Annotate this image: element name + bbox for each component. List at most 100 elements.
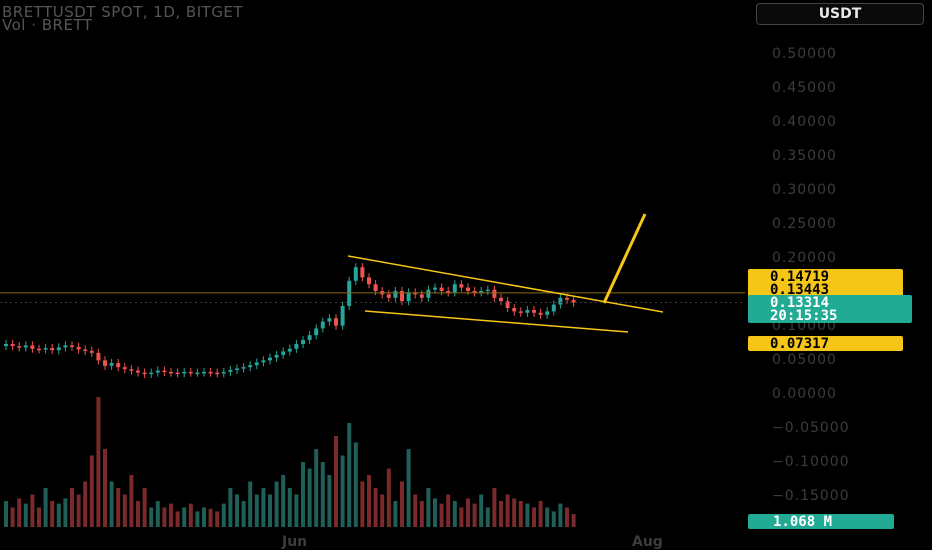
candle-body (4, 344, 8, 347)
candle-body (393, 291, 398, 298)
candle-body (472, 291, 477, 293)
candle-body (558, 297, 563, 305)
volume-bar (505, 494, 510, 527)
candle-body (307, 335, 312, 340)
candle-body (545, 311, 550, 315)
candle-body (17, 346, 22, 348)
candle-body (518, 311, 523, 313)
volume-bar (538, 501, 543, 527)
volume-bar (459, 507, 464, 527)
candle-body (248, 365, 253, 368)
volume-bar (360, 481, 365, 527)
volume-bar (274, 481, 279, 527)
currency-button[interactable]: USDT (756, 3, 924, 25)
volume-bar (261, 488, 266, 527)
y-tick-label: 0.35000 (772, 148, 837, 164)
volume-bar (413, 494, 418, 527)
volume-bar (43, 488, 48, 527)
volume-bar (221, 503, 226, 527)
candle-body (228, 369, 233, 372)
candle-body (188, 371, 193, 374)
volume-bar (202, 507, 206, 527)
candle-body (116, 363, 121, 368)
candle-body (149, 372, 154, 375)
volume-bar (393, 501, 398, 527)
trendline-drawings[interactable] (0, 213, 745, 333)
volume-bar (426, 488, 431, 527)
candle-body (136, 370, 140, 373)
candle-body (485, 289, 490, 292)
volume-bar (367, 475, 371, 527)
volume-bar (347, 423, 352, 527)
y-tick-label: 0.20000 (772, 250, 837, 266)
y-tick-label: −0.10000 (772, 454, 850, 470)
candle-body (360, 267, 365, 278)
volume-bar (188, 503, 193, 527)
price-tag-box (748, 295, 912, 310)
candle-body (340, 305, 345, 326)
price-tag-label: 0.14719 (770, 269, 829, 285)
candle-body (426, 289, 431, 298)
candle-body (367, 277, 371, 285)
volume-bar (83, 481, 88, 527)
volume-bar (116, 488, 121, 527)
volume-bar (182, 507, 187, 527)
candle-body (50, 348, 55, 351)
candle-body (353, 267, 358, 281)
volume-bar (268, 494, 272, 527)
candle-body (406, 292, 411, 302)
candle-body (452, 284, 457, 293)
price-tag-label: 0.13314 (770, 295, 829, 311)
candle-body (499, 297, 503, 302)
volume-bar (532, 507, 536, 527)
price-tag-box (748, 336, 903, 351)
candle-body (261, 360, 266, 363)
volume-bar (466, 498, 470, 527)
volume-bar (149, 507, 154, 527)
price-tag-box (748, 308, 912, 323)
breakout-projection-line (602, 213, 647, 304)
volume-bar (162, 507, 167, 527)
candle-body (479, 291, 484, 293)
volume-bar (10, 507, 15, 527)
volume-bar (241, 501, 246, 527)
volume-bar (373, 488, 378, 527)
candle-body (268, 357, 272, 361)
candle-body (63, 345, 68, 348)
volume-bar (50, 501, 55, 527)
volume-bar (103, 449, 107, 527)
volume-bar (287, 488, 292, 527)
volume-bar (175, 511, 180, 527)
candle-body (155, 370, 160, 373)
volume-bar (446, 494, 451, 527)
candle-body (373, 284, 378, 291)
candle-body (162, 370, 167, 373)
candle-body (254, 362, 259, 366)
volume-bar (327, 475, 332, 527)
volume-bar (37, 507, 41, 527)
y-tick-label: 0.50000 (772, 46, 837, 62)
volume-bar (142, 488, 147, 527)
candle-body (23, 345, 28, 348)
volume-bar (386, 468, 391, 527)
volume-indicator-label[interactable]: Vol · BRETT (2, 16, 93, 34)
volume-bar (340, 455, 345, 527)
volume-bar (76, 494, 81, 527)
volume-bar (195, 511, 200, 527)
candle-body (202, 371, 206, 374)
volume-bar (551, 511, 556, 527)
volume-bar (545, 507, 550, 527)
candle-body (419, 294, 424, 298)
volume-bar (235, 494, 239, 527)
price-tag-label: 0.07317 (770, 336, 829, 352)
candle-body (241, 367, 246, 369)
y-tick-label: 0.45000 (772, 80, 837, 96)
volume-bar (4, 501, 8, 527)
x-tick-label: Jun (281, 534, 307, 550)
y-tick-label: 0.40000 (772, 114, 837, 130)
candle-body (43, 348, 48, 350)
candle-body (314, 328, 319, 336)
candle-body (571, 299, 576, 303)
